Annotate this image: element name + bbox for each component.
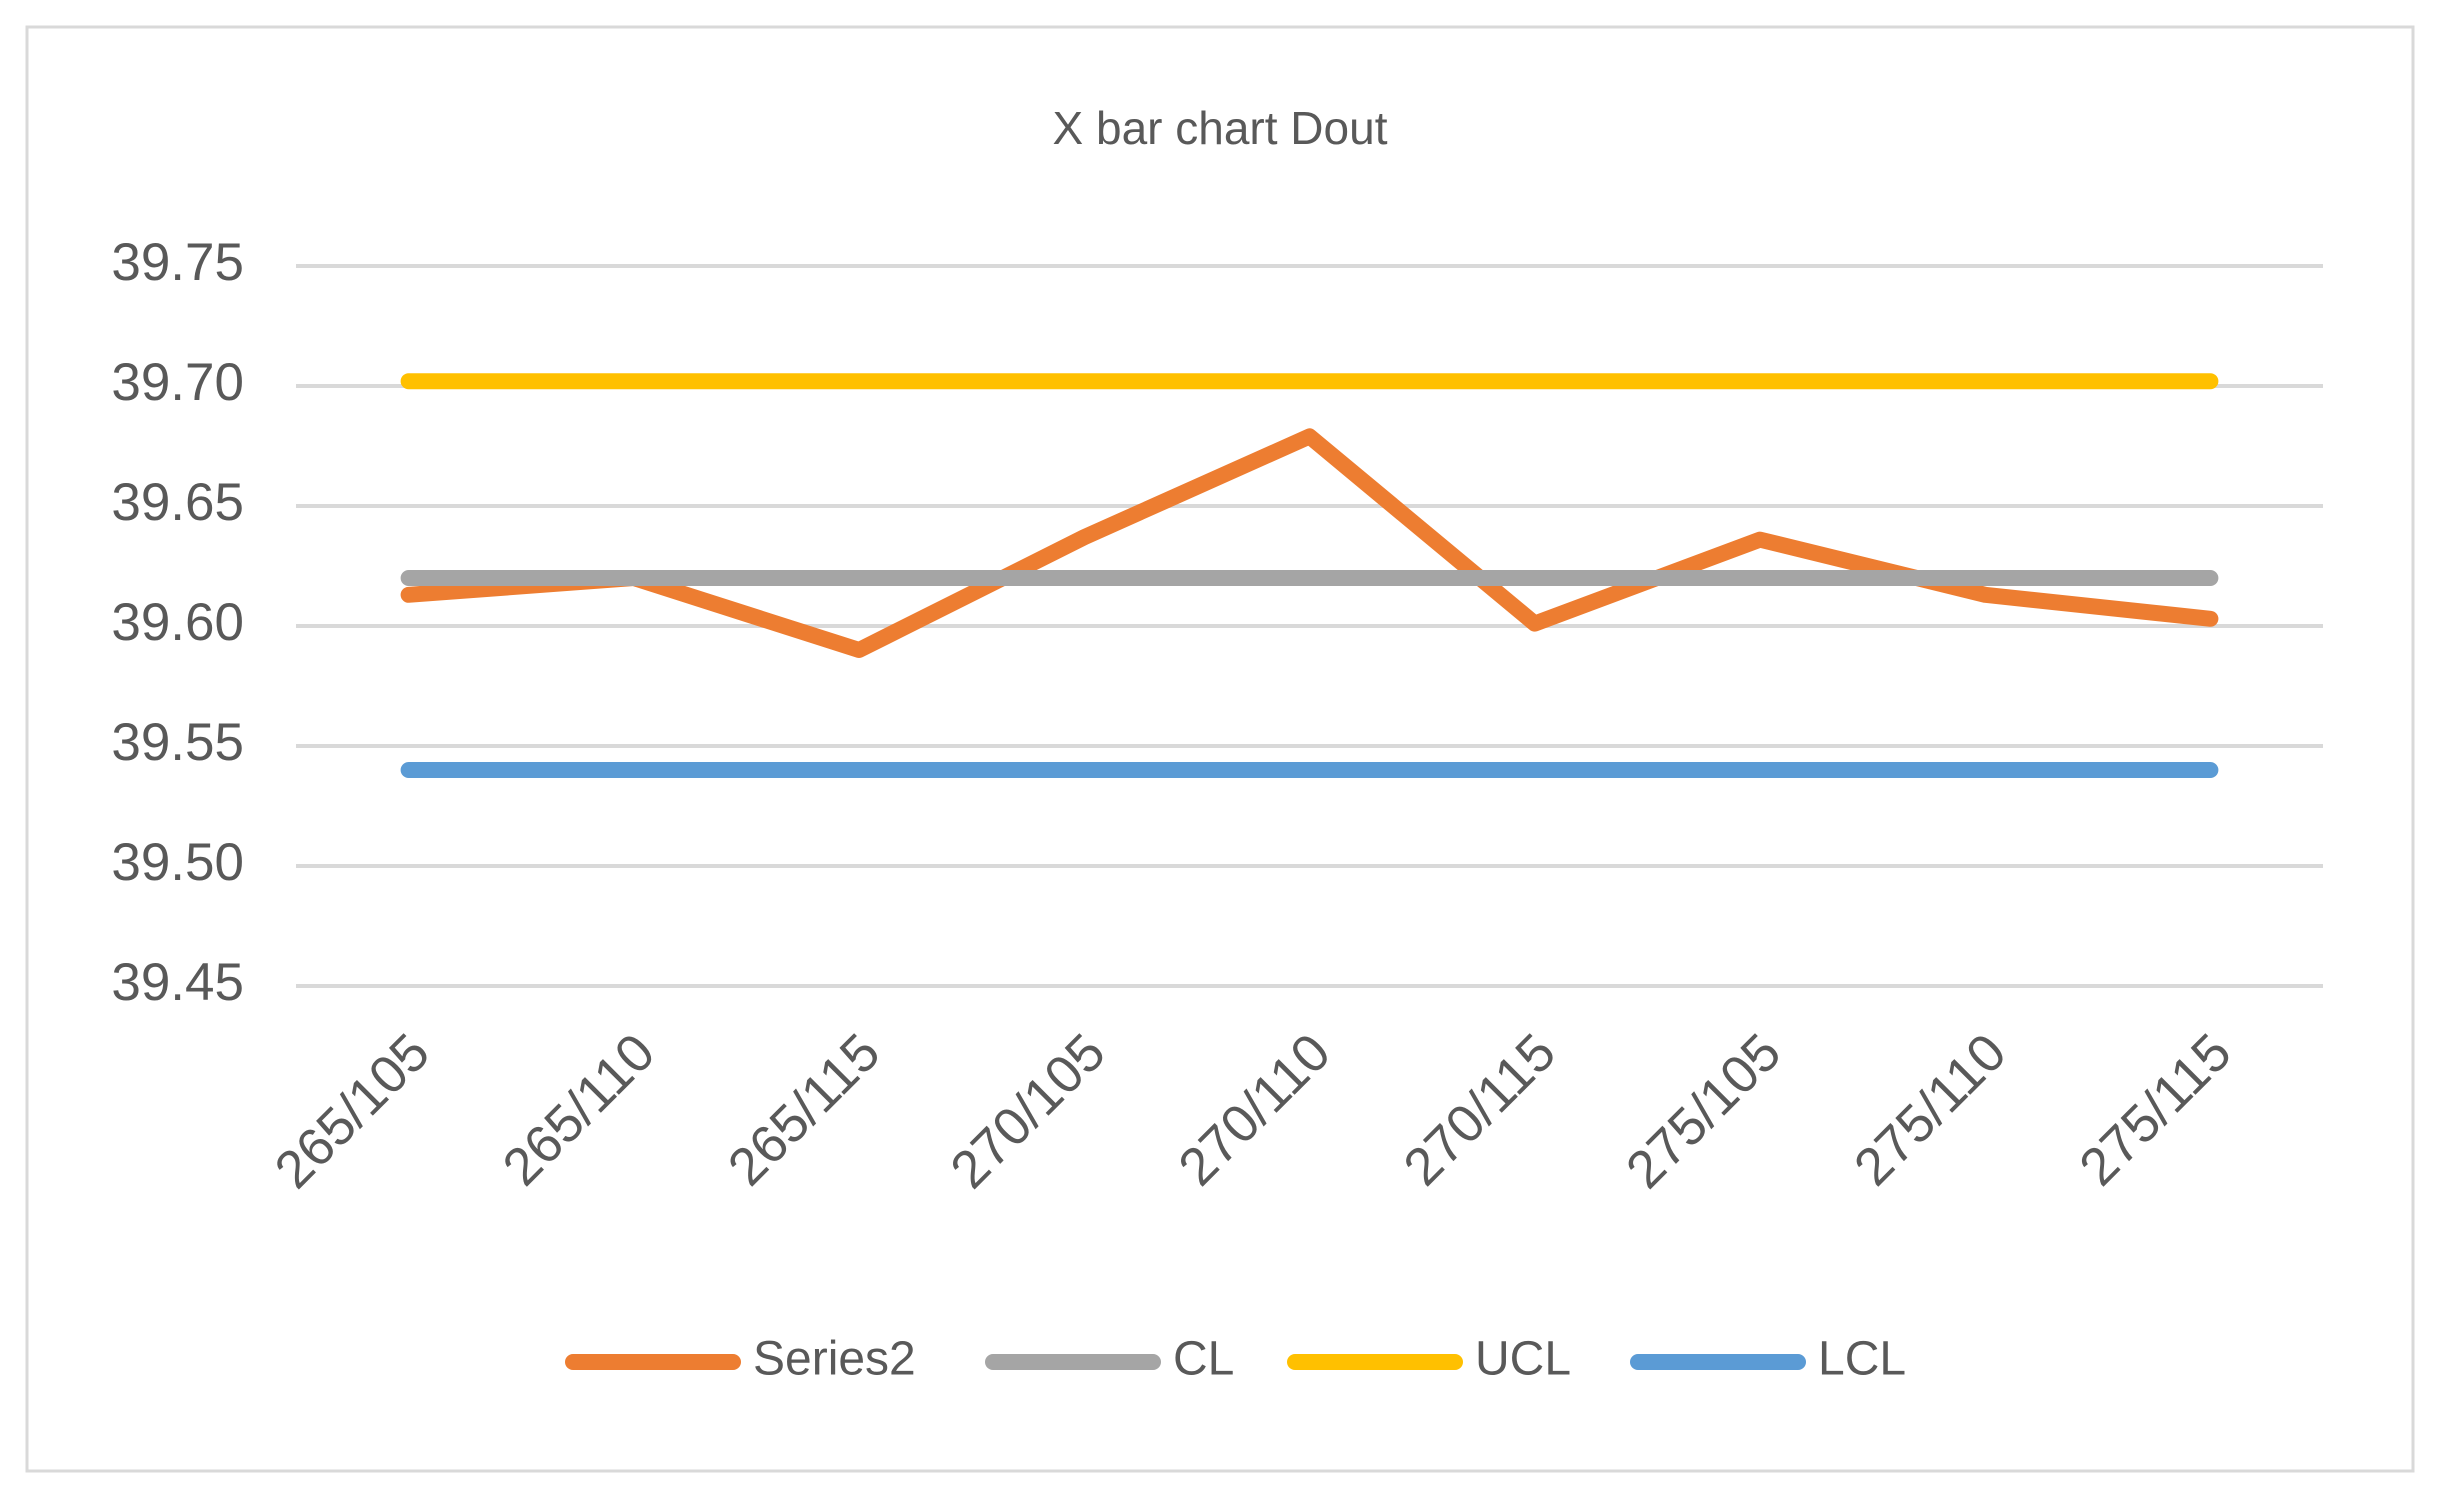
legend-label: Series2: [753, 1333, 916, 1386]
chart-border: [25, 25, 2415, 1473]
y-tick-label: 39.45: [111, 953, 244, 1012]
y-tick-label: 39.55: [111, 713, 244, 772]
legend-label: UCL: [1475, 1333, 1571, 1386]
y-tick-label: 39.65: [111, 473, 244, 532]
y-tick-label: 39.60: [111, 593, 244, 652]
legend-label: CL: [1173, 1333, 1234, 1386]
legend-label: LCL: [1818, 1333, 1906, 1386]
y-tick-label: 39.70: [111, 353, 244, 412]
y-tick-label: 39.75: [111, 233, 244, 292]
y-tick-label: 39.50: [111, 833, 244, 892]
chart-title: X bar chart Dout: [1053, 102, 1388, 154]
